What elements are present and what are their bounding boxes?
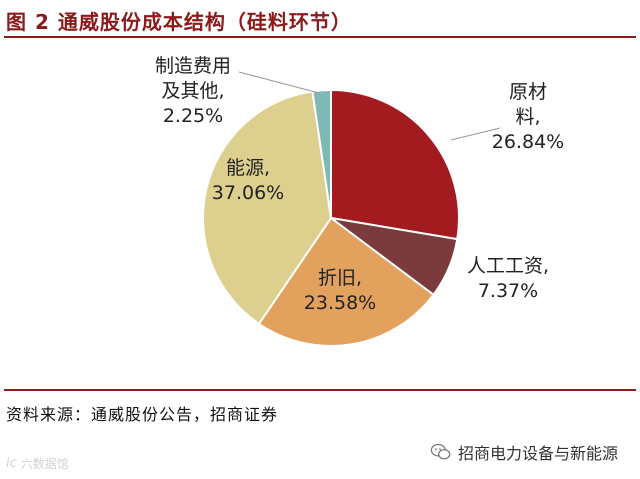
slice-value-label: 23.58%	[304, 292, 376, 314]
pie-slice	[330, 88, 460, 241]
watermark-text: 六数据馆	[20, 457, 69, 471]
slice-value-label: 2.25%	[163, 105, 223, 127]
slice-label: 人工工资, 7.37%	[467, 255, 549, 302]
pie-chart: 原材料, 26.84% 人工工资, 7.37% 折旧, 23.58% 能源, 37.06% 制造…	[155, 55, 564, 347]
watermark-logo: ic	[6, 456, 17, 471]
slice-label: 制造费用及其他, 2.25%	[155, 55, 231, 127]
slice-value-label: 37.06%	[212, 182, 284, 204]
slice-name-label: 原材	[509, 81, 547, 103]
wechat-account-name: 招商电力设备与新能源	[458, 444, 619, 463]
corner-watermark: ic 六数据馆	[6, 455, 69, 472]
top-divider	[4, 36, 636, 38]
slice-name-label: 能源,	[226, 157, 270, 179]
source-note: 资料来源：通威股份公告，招商证券	[6, 405, 279, 424]
wechat-icon	[430, 443, 451, 460]
slice-label: 折旧, 23.58%	[304, 267, 376, 314]
slice-value-label: 7.37%	[478, 280, 538, 302]
pie-slice	[257, 216, 435, 347]
leader-line	[238, 71, 320, 94]
wechat-watermark: 招商电力设备与新能源	[430, 440, 618, 464]
slice-name-label: 人工工资,	[467, 255, 549, 277]
slice-name-label: 折旧,	[318, 267, 362, 289]
slice-name-label: 及其他,	[161, 80, 224, 102]
bottom-divider	[4, 389, 636, 391]
slice-name-label: 料,	[515, 106, 540, 128]
slice-label: 能源, 37.06%	[212, 157, 284, 204]
leader-line	[450, 127, 501, 141]
slice-name-label: 制造费用	[155, 55, 231, 77]
slice-label: 原材料, 26.84%	[492, 81, 564, 153]
slice-value-label: 26.84%	[492, 131, 564, 153]
figure-title: 图 2 通威股份成本结构（硅料环节）	[6, 10, 352, 34]
pie-slice	[202, 90, 333, 326]
